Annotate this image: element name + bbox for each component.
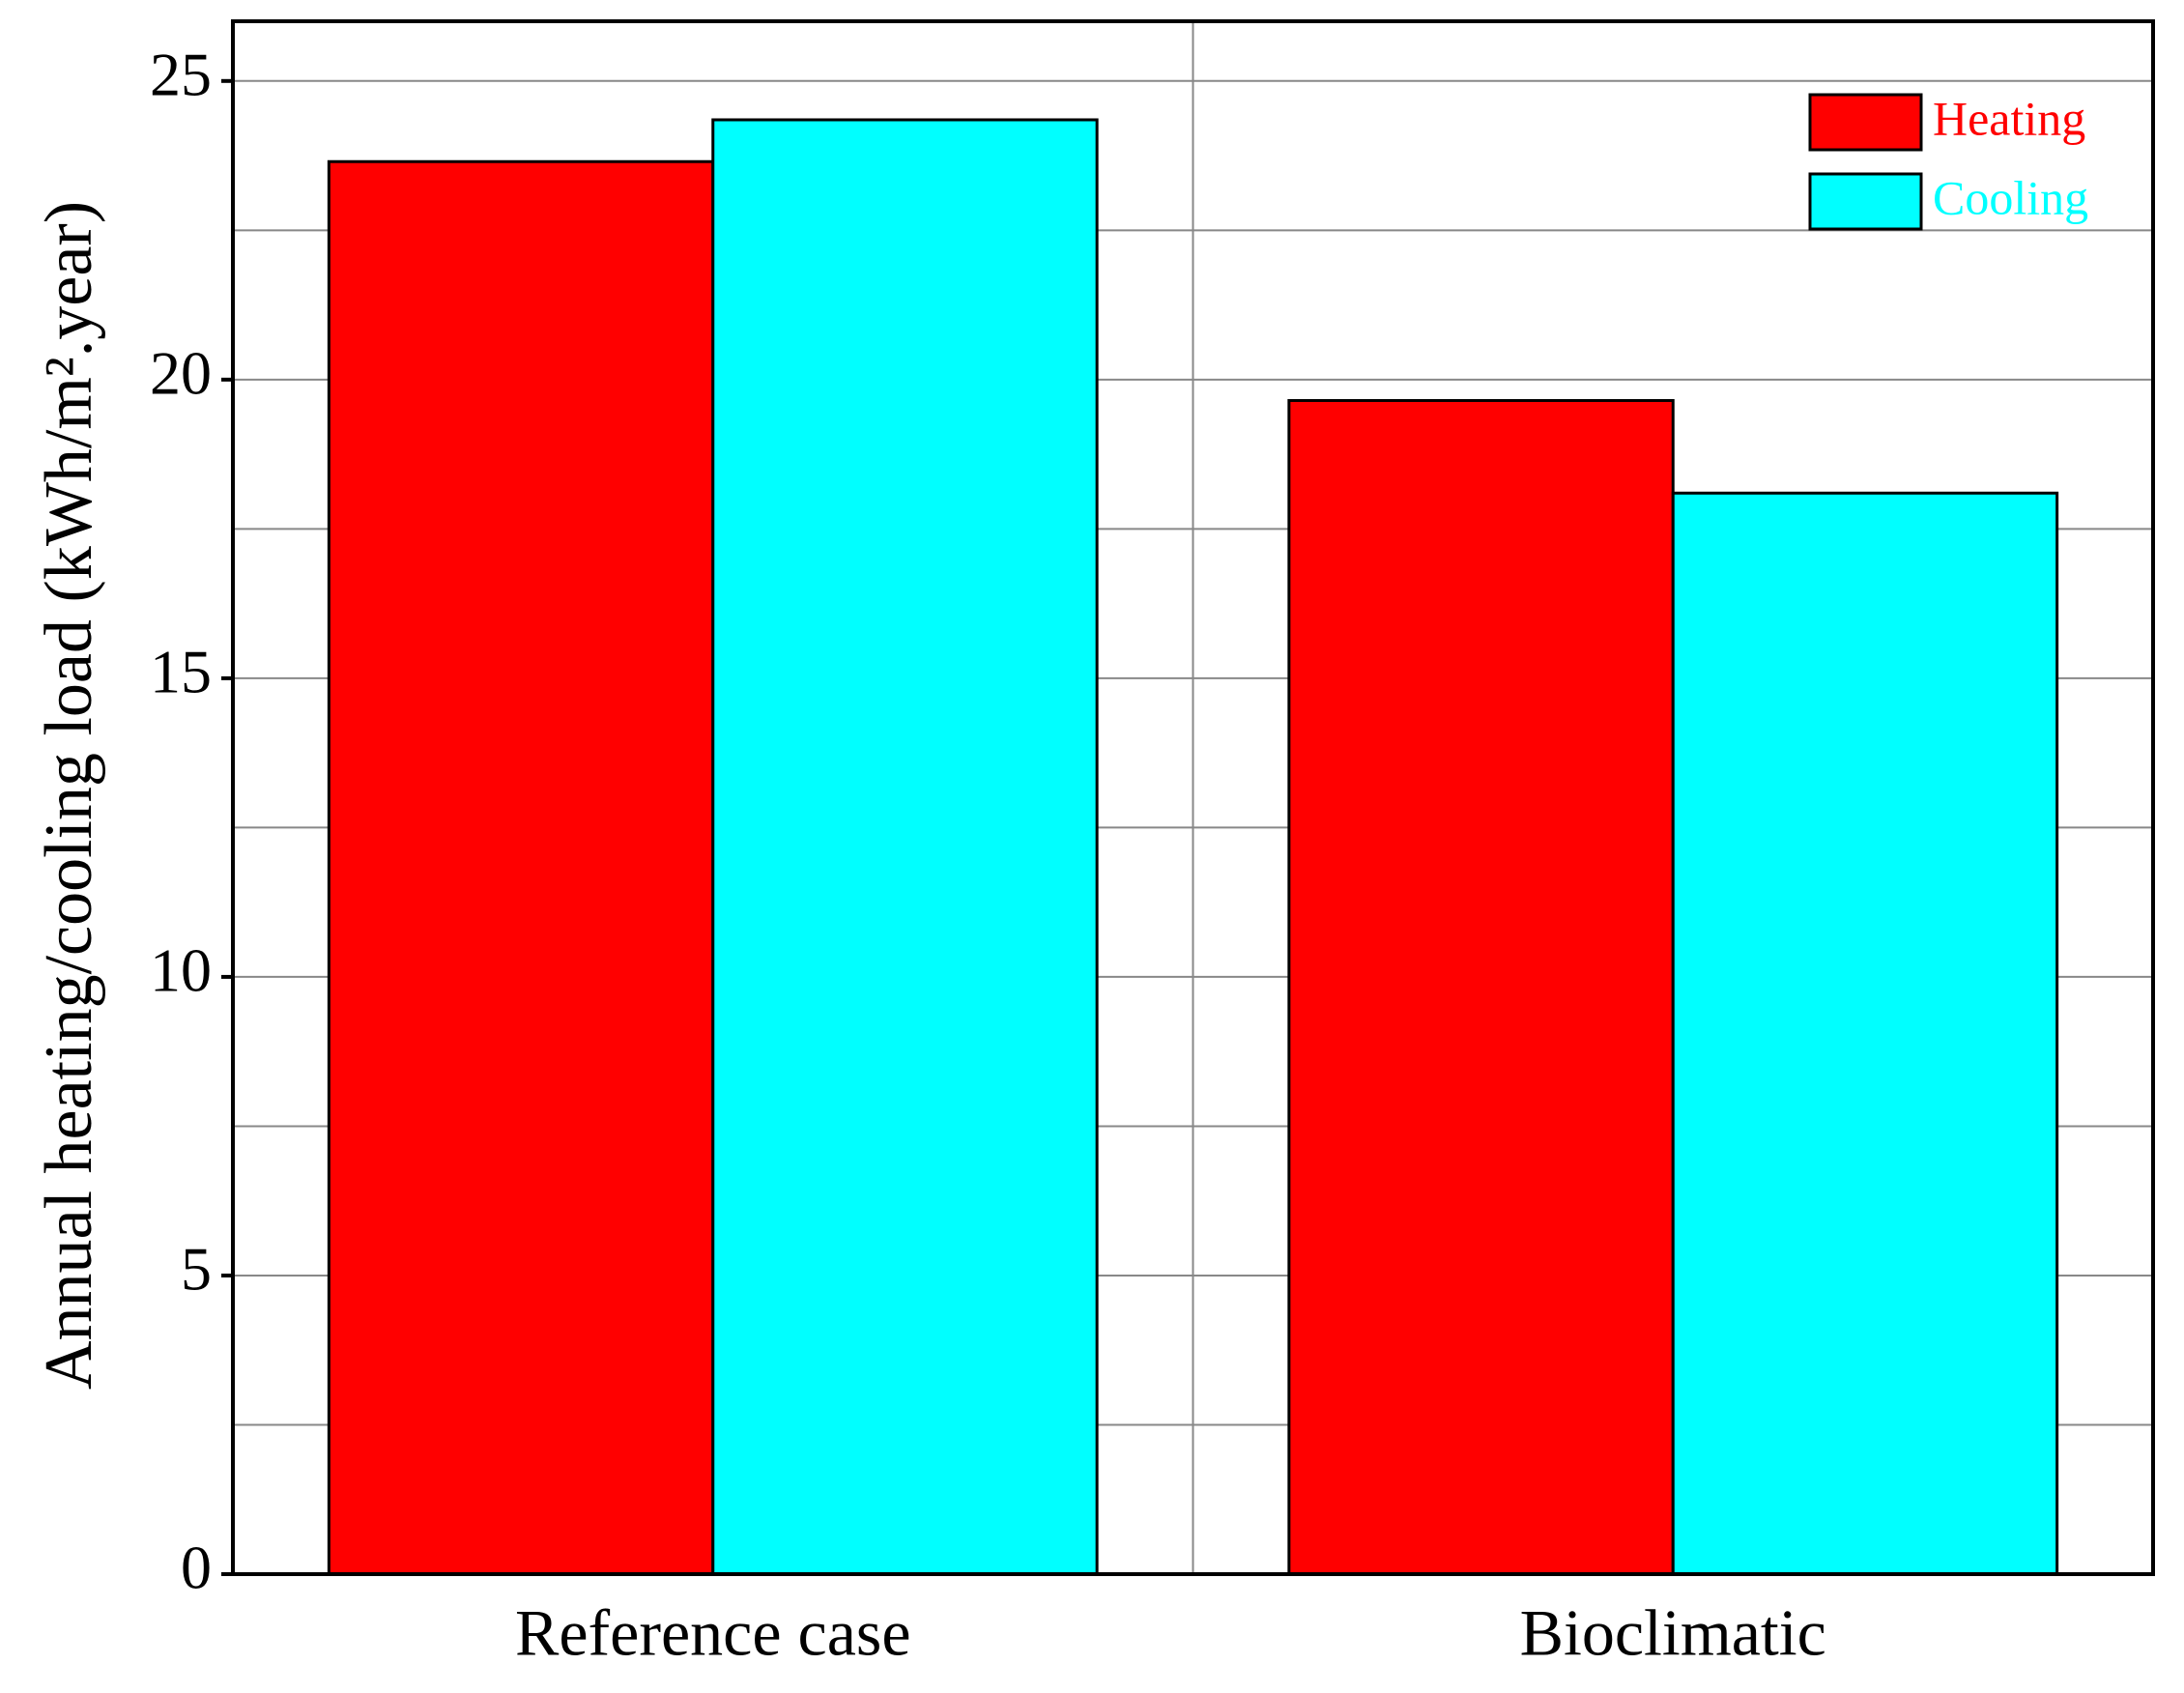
legend-label: Heating [1933,91,2085,145]
legend-swatch [1808,172,1923,231]
legend-swatch [1808,93,1923,152]
y-tick-label: 10 [150,936,212,1005]
y-tick-label: 25 [150,40,212,108]
y-tick-label: 0 [181,1534,212,1602]
y-tick-label: 15 [150,638,212,706]
y-tick-label: 20 [150,339,212,408]
legend-label: Cooling [1933,170,2088,224]
bar [711,118,1099,1576]
y-tick-label: 5 [181,1235,212,1304]
y-axis-label: Annual heating/cooling load (kWh/m².year… [32,201,106,1390]
x-tick-label: Reference case [515,1596,911,1670]
bar [1671,491,2059,1576]
x-tick-label: Bioclimatic [1520,1596,1826,1670]
bar [327,159,715,1576]
plot-frame [231,19,2155,1576]
bar [1287,398,1675,1576]
